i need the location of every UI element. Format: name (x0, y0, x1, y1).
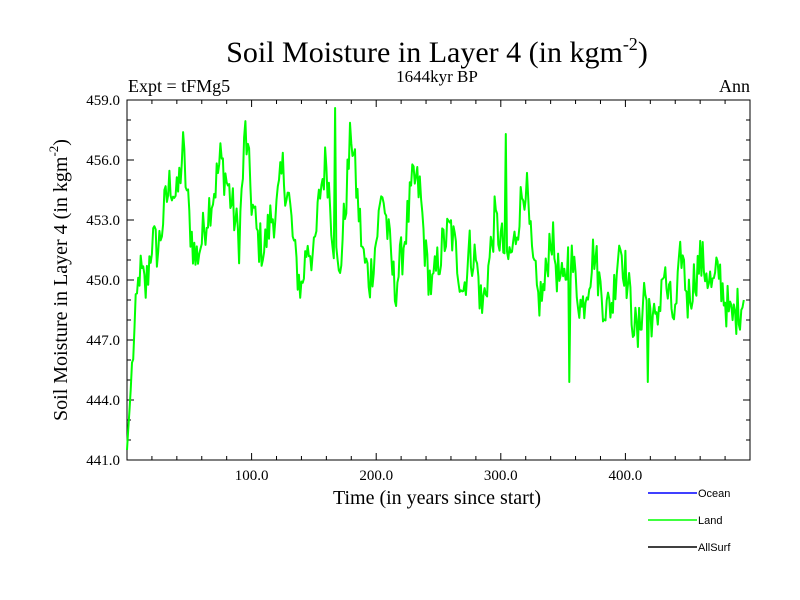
period-label: 1644kyr BP (396, 67, 478, 86)
legend-label-allsurf: AllSurf (698, 542, 731, 554)
x-tick-label: 300.0 (484, 468, 518, 484)
plot-area (126, 107, 745, 451)
series-line-land (126, 107, 745, 451)
y-tick-label: 444.0 (86, 393, 120, 409)
y-tick-label: 447.0 (86, 333, 120, 349)
legend: Ocean Land AllSurf (648, 488, 731, 554)
x-tick-label: 400.0 (609, 468, 643, 484)
legend-label-land: Land (698, 515, 722, 527)
x-axis: 100.0 200.0 300.0 400.0 (151, 100, 726, 484)
y-tick-label: 453.0 (86, 213, 120, 229)
x-tick-label: 100.0 (235, 468, 269, 484)
y-axis-label: Soil Moisture in Layer 4 (in kgm-2) (46, 139, 72, 421)
legend-label-ocean: Ocean (698, 488, 730, 500)
chart-title-superscript: -2 (623, 34, 638, 54)
y-tick-label: 459.0 (86, 93, 120, 109)
chart-title: Soil Moisture in Layer 4 (in kgm-2) (226, 34, 648, 69)
y-tick-label: 441.0 (86, 453, 120, 469)
x-tick-label: 200.0 (359, 468, 393, 484)
y-tick-label: 456.0 (86, 153, 120, 169)
y-tick-label: 450.0 (86, 273, 120, 289)
x-axis-label: Time (in years since start) (333, 487, 541, 509)
experiment-label: Expt = tFMg5 (128, 76, 230, 96)
season-label: Ann (719, 76, 750, 96)
y-axis: 441.0 444.0 447.0 450.0 453.0 456.0 459.0 (86, 93, 750, 469)
y-axis-label-superscript: -2 (46, 146, 61, 157)
